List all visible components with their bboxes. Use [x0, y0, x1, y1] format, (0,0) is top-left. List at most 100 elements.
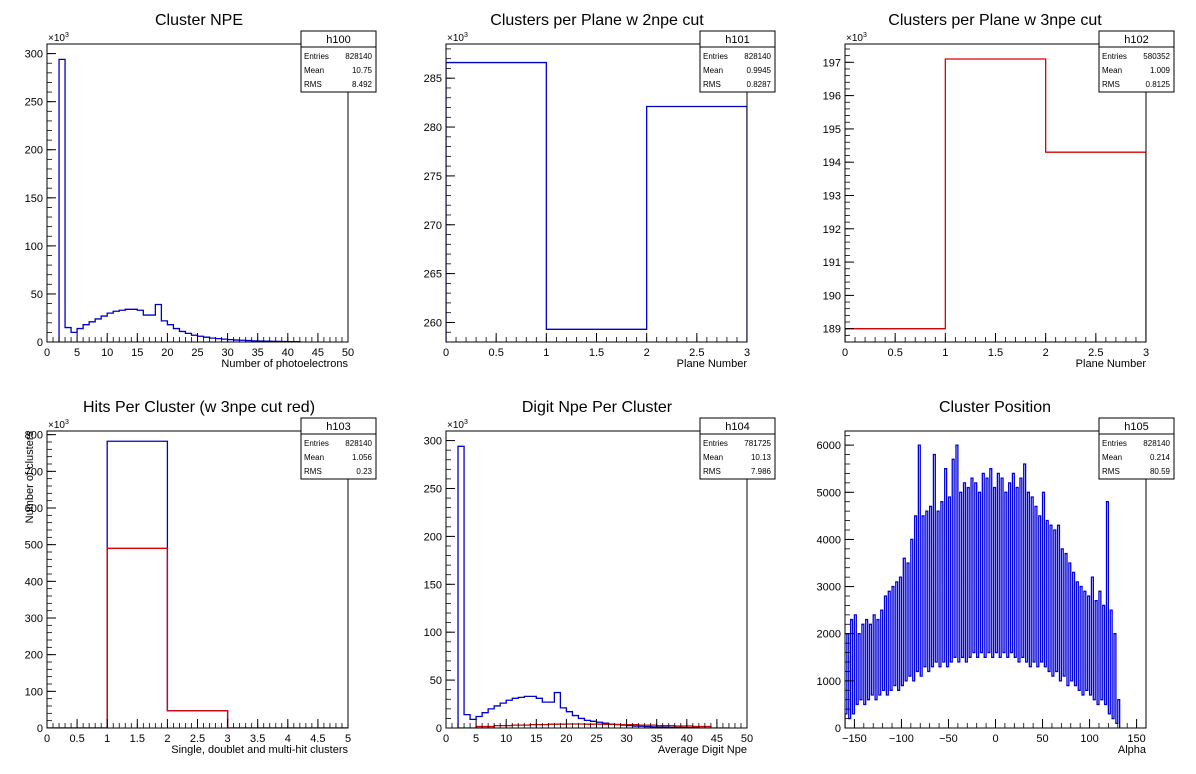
x-tick-label: 1.5 — [130, 733, 145, 745]
y-tick-label: 3000 — [817, 582, 841, 594]
y-tick-label: 196 — [823, 91, 841, 103]
stats-label: RMS — [304, 80, 322, 89]
stats-value: 0.9945 — [747, 66, 772, 75]
chart-title: Digit Npe Per Cluster — [522, 399, 673, 416]
x-tick-label: 3 — [225, 733, 231, 745]
y-tick-label: 100 — [25, 686, 43, 698]
y-tick-label: 190 — [823, 290, 841, 302]
stats-value: 828140 — [1143, 439, 1170, 448]
x-axis-label: Plane Number — [1076, 358, 1147, 370]
y-tick-label: 0 — [436, 723, 442, 735]
x-tick-label: −150 — [842, 733, 867, 745]
histogram-pad-h100: Cluster NPE 0 50 100 150 200 250 300 0 5 10 15 20 25 3… — [25, 12, 377, 370]
x-axis-label: Single, doublet and multi-hit clusters — [171, 744, 348, 756]
x-tick-label: 35 — [651, 733, 663, 745]
x-tick-label: 45 — [312, 347, 324, 359]
x-tick-label: 0 — [842, 347, 848, 359]
x-tick-label: 2 — [644, 347, 650, 359]
chart-title: Clusters per Plane w 2npe cut — [490, 12, 704, 29]
y-exponent-label: ×103 — [846, 32, 867, 44]
x-axis-label: Plane Number — [677, 358, 748, 370]
x-tick-label: −100 — [889, 733, 914, 745]
y-tick-label: 300 — [25, 49, 43, 61]
y-tick-label: 275 — [424, 171, 442, 183]
x-tick-label: 1 — [104, 733, 110, 745]
y-tick-label: 285 — [424, 73, 442, 85]
histogram-series-1 — [457, 445, 700, 728]
y-tick-label: 193 — [823, 190, 841, 202]
x-tick-label: 0 — [44, 347, 50, 359]
x-tick-label: 0 — [443, 733, 449, 745]
y-tick-label: 280 — [424, 122, 442, 134]
x-tick-label: 3.5 — [250, 733, 265, 745]
stats-value: 0.8125 — [1146, 80, 1171, 89]
y-tick-label: 6000 — [817, 440, 841, 452]
x-tick-label: 1 — [543, 347, 549, 359]
x-tick-label: 1.5 — [589, 347, 604, 359]
histogram-series-1 — [845, 444, 1121, 728]
stats-label: RMS — [703, 80, 721, 89]
y-tick-label: 300 — [424, 436, 442, 448]
histogram-series-1 — [446, 61, 747, 342]
stats-label: Entries — [703, 52, 728, 61]
stats-value: 10.13 — [751, 453, 772, 462]
stats-value: 1.056 — [352, 453, 373, 462]
y-tick-label: 250 — [424, 483, 442, 495]
histogram-series-1 — [58, 58, 301, 342]
stats-value: 0.23 — [356, 467, 372, 476]
x-tick-label: 1 — [942, 347, 948, 359]
x-tick-label: 30 — [221, 347, 233, 359]
stats-value: 0.214 — [1150, 453, 1171, 462]
stats-label: RMS — [304, 467, 322, 476]
chart-title: Cluster NPE — [155, 12, 243, 29]
chart-title: Hits Per Cluster (w 3npe cut red) — [83, 399, 315, 416]
stats-label: RMS — [1102, 467, 1120, 476]
x-tick-label: 0 — [443, 347, 449, 359]
y-tick-label: 400 — [25, 576, 43, 588]
y-tick-label: 5000 — [817, 487, 841, 499]
stats-name: h102 — [1124, 34, 1148, 46]
y-tick-label: 265 — [424, 269, 442, 281]
x-tick-label: 35 — [252, 347, 264, 359]
x-tick-label: 50 — [741, 733, 753, 745]
y-tick-label: 195 — [823, 124, 841, 136]
x-tick-label: 50 — [342, 347, 354, 359]
x-tick-label: 3 — [1143, 347, 1149, 359]
stats-value: 828140 — [345, 439, 372, 448]
y-tick-label: 250 — [25, 97, 43, 109]
x-tick-label: 4 — [285, 733, 291, 745]
x-tick-label: 2.5 — [190, 733, 205, 745]
x-tick-label: 3 — [744, 347, 750, 359]
stats-value: 828140 — [345, 52, 372, 61]
x-tick-label: −50 — [939, 733, 958, 745]
x-tick-label: 5 — [473, 733, 479, 745]
chart-title: Cluster Position — [939, 399, 1051, 416]
y-tick-label: 2000 — [817, 629, 841, 641]
x-tick-label: 4.5 — [310, 733, 325, 745]
x-tick-label: 25 — [590, 733, 602, 745]
histogram-series-2 — [47, 547, 348, 728]
histogram-pad-h103: Hits Per Cluster (w 3npe cut red)0100200… — [24, 399, 377, 756]
y-tick-label: 600 — [25, 503, 43, 515]
x-tick-label: 15 — [131, 347, 143, 359]
x-axis-label: Alpha — [1118, 744, 1147, 756]
stats-name: h103 — [326, 421, 350, 433]
stats-name: h104 — [725, 421, 749, 433]
x-tick-label: 20 — [560, 733, 572, 745]
y-tick-label: 200 — [25, 145, 43, 157]
y-tick-label: 0 — [37, 723, 43, 735]
y-tick-label: 500 — [25, 540, 43, 552]
stats-name: h105 — [1124, 421, 1148, 433]
y-tick-label: 50 — [31, 289, 43, 301]
y-tick-label: 800 — [25, 430, 43, 442]
x-tick-label: 5 — [345, 733, 351, 745]
x-tick-label: 1.5 — [988, 347, 1003, 359]
x-tick-label: 10 — [101, 347, 113, 359]
stats-box — [699, 30, 776, 93]
stats-label: Mean — [304, 66, 324, 75]
stats-label: Entries — [304, 52, 329, 61]
x-tick-label: 40 — [282, 347, 294, 359]
x-tick-label: 2.5 — [1088, 347, 1103, 359]
y-tick-label: 197 — [823, 57, 841, 69]
stats-value: 0.8287 — [747, 80, 772, 89]
